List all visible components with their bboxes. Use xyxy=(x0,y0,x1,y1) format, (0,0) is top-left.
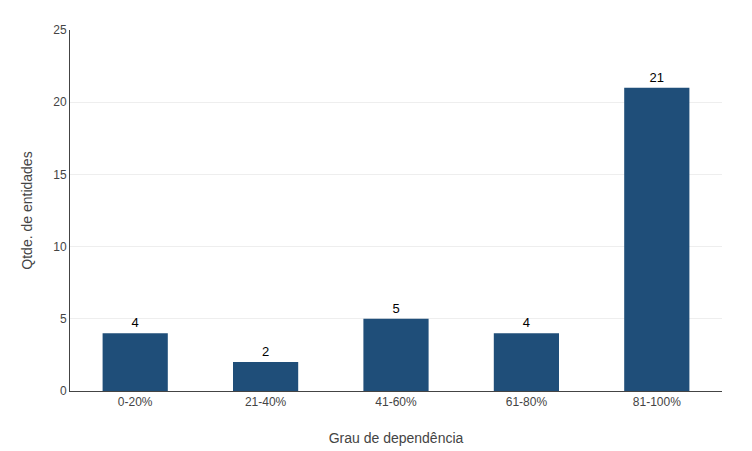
svg-text:4: 4 xyxy=(523,315,530,330)
svg-text:0-20%: 0-20% xyxy=(118,395,153,409)
svg-text:4: 4 xyxy=(132,315,139,330)
svg-text:41-60%: 41-60% xyxy=(375,395,417,409)
svg-text:81-100%: 81-100% xyxy=(633,395,681,409)
svg-text:20: 20 xyxy=(53,95,67,109)
svg-text:2: 2 xyxy=(262,344,269,359)
svg-text:5: 5 xyxy=(392,301,399,316)
svg-text:25: 25 xyxy=(53,23,67,37)
svg-text:15: 15 xyxy=(53,168,67,182)
svg-text:Grau de dependência: Grau de dependência xyxy=(329,430,464,446)
svg-text:10: 10 xyxy=(53,240,67,254)
svg-text:21: 21 xyxy=(650,70,664,85)
svg-text:5: 5 xyxy=(60,312,67,326)
svg-text:21-40%: 21-40% xyxy=(245,395,287,409)
svg-text:61-80%: 61-80% xyxy=(506,395,548,409)
svg-text:Qtde. de entidades: Qtde. de entidades xyxy=(19,151,35,269)
svg-text:0: 0 xyxy=(60,384,67,398)
